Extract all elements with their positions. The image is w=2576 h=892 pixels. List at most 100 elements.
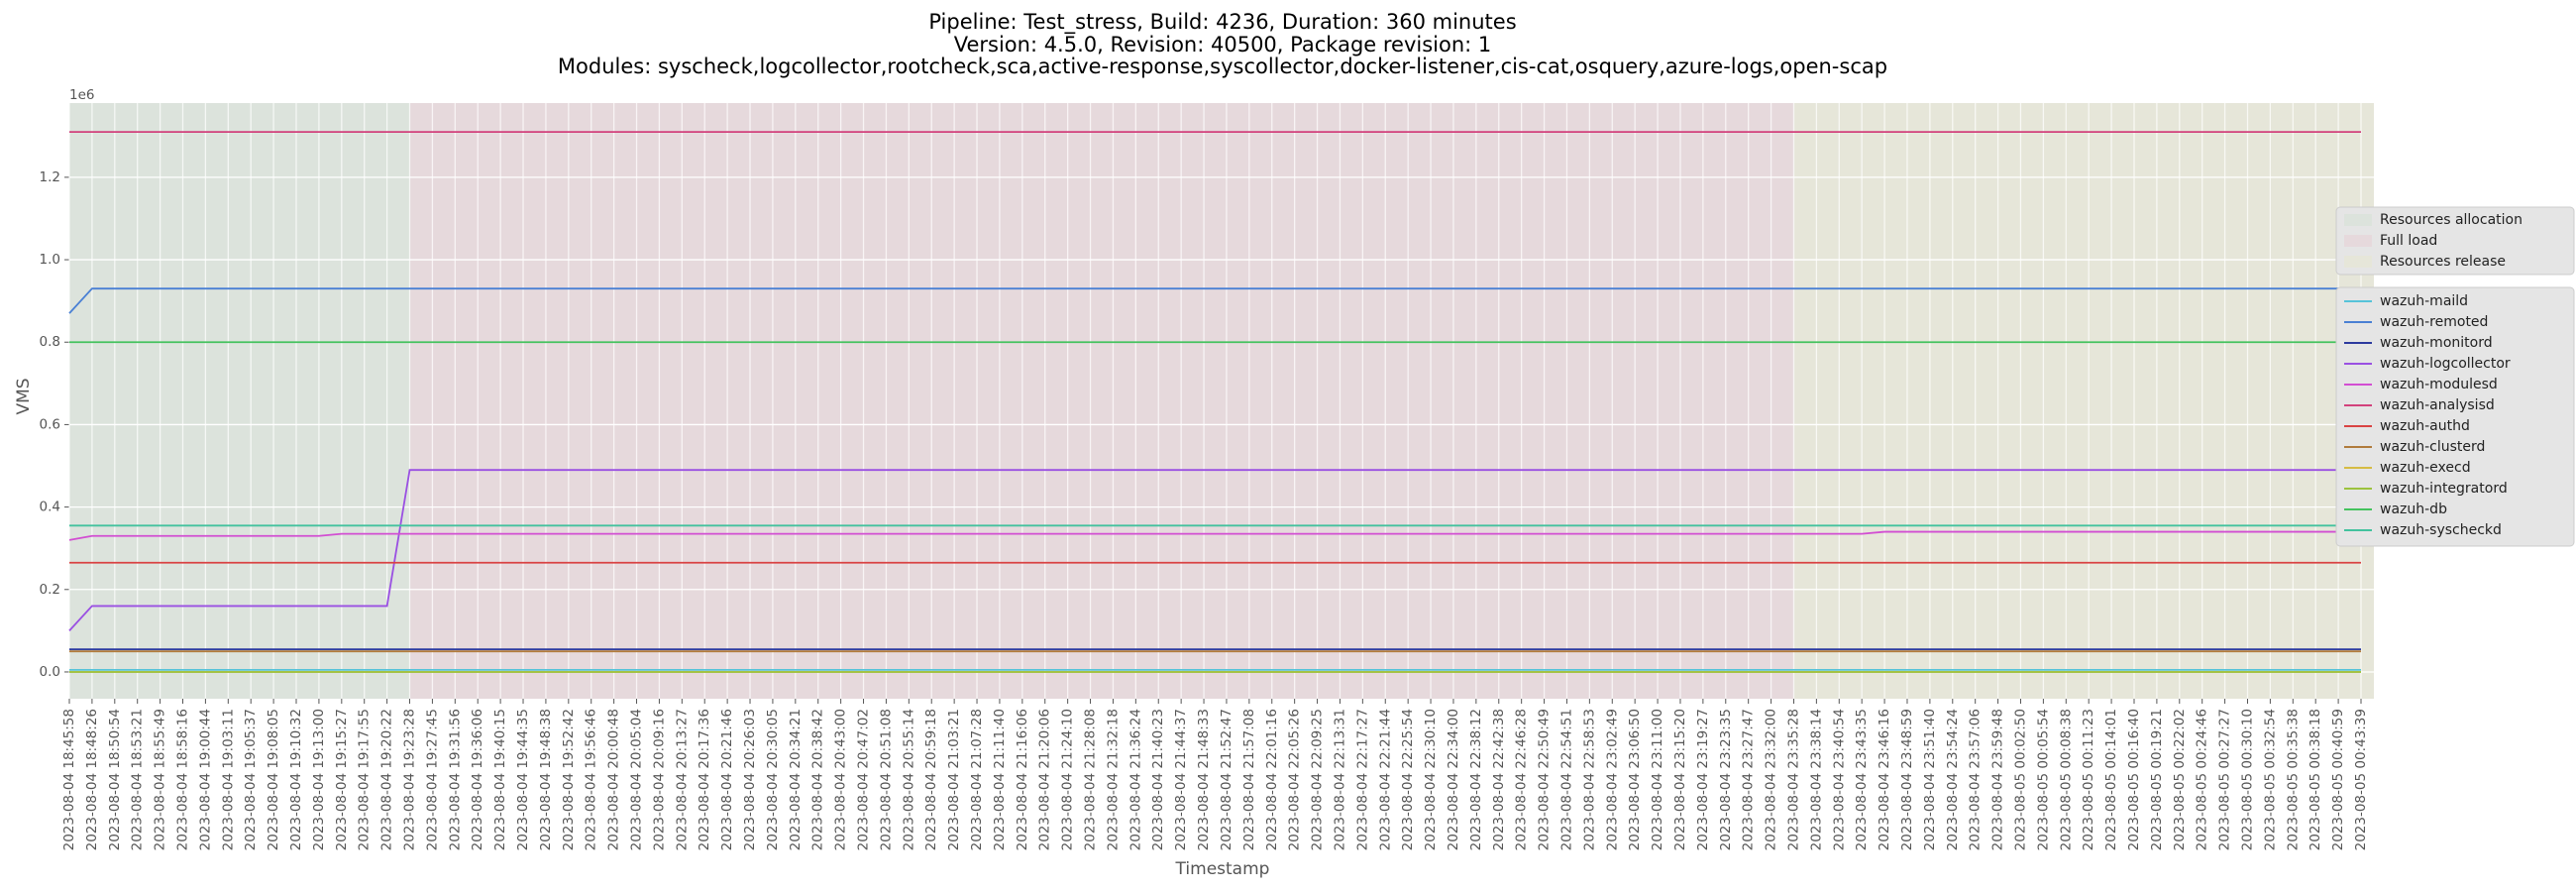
x-tick-label: 2023-08-04 23:57:06 bbox=[1968, 709, 1984, 850]
legend-box bbox=[2335, 206, 2575, 276]
x-tick-label: 2023-08-04 22:17:27 bbox=[1354, 709, 1370, 850]
x-tick-label: 2023-08-04 19:52:42 bbox=[561, 709, 577, 850]
x-tick-label: 2023-08-04 21:07:28 bbox=[969, 709, 985, 850]
legend-label: wazuh-monitord bbox=[2380, 335, 2493, 351]
legend-label: wazuh-logcollector bbox=[2380, 356, 2511, 372]
x-tick-label: 2023-08-04 20:00:48 bbox=[606, 709, 622, 850]
x-tick-label: 2023-08-04 22:42:38 bbox=[1491, 709, 1507, 850]
x-tick-label: 2023-08-04 19:13:00 bbox=[311, 709, 327, 850]
legend-label: wazuh-clusterd bbox=[2380, 439, 2485, 455]
y-tick-label: 0.8 bbox=[40, 334, 60, 350]
x-tick-label: 2023-08-04 18:48:26 bbox=[84, 709, 100, 850]
legend-label: wazuh-remoted bbox=[2380, 314, 2488, 330]
x-tick-label: 2023-08-04 22:58:53 bbox=[1581, 709, 1597, 850]
x-tick-label: 2023-08-05 00:35:38 bbox=[2285, 709, 2301, 850]
x-tick-label: 2023-08-04 19:17:55 bbox=[357, 709, 373, 850]
series-line bbox=[68, 530, 2361, 541]
legend-label: Resources allocation bbox=[2380, 212, 2522, 228]
x-tick-label: 2023-08-04 19:40:15 bbox=[492, 709, 508, 850]
x-tick-label: 2023-08-04 21:48:33 bbox=[1196, 709, 1212, 850]
x-tick-label: 2023-08-04 22:50:49 bbox=[1537, 709, 1553, 850]
legend-label: Resources release bbox=[2380, 254, 2506, 270]
x-tick-label: 2023-08-04 20:59:18 bbox=[923, 709, 939, 850]
x-tick-label: 2023-08-04 22:38:12 bbox=[1468, 709, 1484, 850]
x-tick-label: 2023-08-04 20:38:42 bbox=[810, 709, 826, 850]
x-tick-label: 2023-08-04 22:34:00 bbox=[1446, 709, 1461, 850]
phase-span bbox=[1793, 103, 2374, 699]
x-tick-label: 2023-08-04 23:48:59 bbox=[1899, 709, 1915, 850]
x-tick-label: 2023-08-04 23:27:47 bbox=[1741, 709, 1757, 850]
x-tick-label: 2023-08-04 23:54:24 bbox=[1945, 709, 1961, 850]
x-tick-label: 2023-08-04 20:26:03 bbox=[742, 709, 758, 850]
x-tick-label: 2023-08-05 00:32:54 bbox=[2262, 709, 2278, 850]
x-tick-label: 2023-08-04 22:05:26 bbox=[1287, 709, 1303, 850]
legend-box bbox=[2335, 286, 2575, 547]
x-tick-label: 2023-08-04 22:21:44 bbox=[1377, 709, 1393, 850]
x-tick-label: 2023-08-04 23:40:54 bbox=[1831, 709, 1847, 850]
x-tick-label: 2023-08-04 21:03:21 bbox=[946, 709, 962, 850]
y-tick-label: 0.4 bbox=[40, 500, 60, 515]
phase-span bbox=[409, 103, 1794, 699]
legend-label: Full load bbox=[2380, 233, 2437, 249]
x-tick-label: 2023-08-05 00:40:59 bbox=[2330, 709, 2346, 850]
x-tick-label: 2023-08-04 23:32:00 bbox=[1764, 709, 1779, 850]
x-tick-label: 2023-08-04 19:44:35 bbox=[515, 709, 531, 850]
x-tick-label: 2023-08-04 21:52:47 bbox=[1219, 709, 1234, 850]
x-tick-label: 2023-08-05 00:27:27 bbox=[2217, 709, 2233, 850]
x-tick-label: 2023-08-04 18:45:58 bbox=[61, 709, 77, 850]
chart-title: Version: 4.5.0, Revision: 40500, Package… bbox=[954, 33, 1492, 56]
x-tick-label: 2023-08-04 21:57:08 bbox=[1241, 709, 1257, 850]
y-tick-label: 1.0 bbox=[40, 252, 60, 268]
x-tick-label: 2023-08-05 00:24:46 bbox=[2195, 709, 2210, 850]
x-tick-label: 2023-08-04 23:46:16 bbox=[1877, 709, 1892, 850]
x-tick-label: 2023-08-04 23:43:35 bbox=[1854, 709, 1870, 850]
x-tick-label: 2023-08-04 19:05:37 bbox=[243, 709, 259, 850]
x-tick-label: 2023-08-04 19:48:38 bbox=[538, 709, 554, 850]
legend-label: wazuh-execd bbox=[2380, 460, 2471, 476]
y-tick-label: 0.6 bbox=[40, 416, 60, 432]
x-tick-label: 2023-08-05 00:22:02 bbox=[2172, 709, 2188, 850]
y-axis-label: VMS bbox=[14, 378, 34, 414]
y-offset-label: 1e6 bbox=[69, 87, 94, 103]
x-tick-label: 2023-08-04 20:51:08 bbox=[878, 709, 894, 850]
x-tick-label: 2023-08-04 21:36:24 bbox=[1127, 709, 1143, 850]
x-tick-label: 2023-08-04 19:20:22 bbox=[379, 709, 395, 850]
x-tick-label: 2023-08-05 00:38:18 bbox=[2308, 709, 2323, 850]
x-tick-label: 2023-08-05 00:43:39 bbox=[2353, 709, 2369, 850]
x-tick-label: 2023-08-04 21:20:06 bbox=[1037, 709, 1053, 850]
x-tick-label: 2023-08-04 22:30:10 bbox=[1423, 709, 1439, 850]
x-tick-label: 2023-08-05 00:19:21 bbox=[2149, 709, 2165, 850]
x-tick-label: 2023-08-04 20:43:00 bbox=[833, 709, 849, 850]
x-tick-label: 2023-08-04 18:58:16 bbox=[175, 709, 191, 850]
x-tick-label: 2023-08-04 20:17:36 bbox=[697, 709, 712, 850]
x-tick-label: 2023-08-04 19:23:28 bbox=[402, 709, 418, 850]
x-tick-label: 2023-08-04 20:47:02 bbox=[856, 709, 872, 850]
x-tick-label: 2023-08-04 19:08:05 bbox=[266, 709, 281, 850]
y-tick-label: 1.2 bbox=[40, 169, 60, 185]
x-tick-label: 2023-08-05 00:14:01 bbox=[2103, 709, 2119, 850]
x-tick-label: 2023-08-04 19:15:27 bbox=[334, 709, 350, 850]
x-tick-label: 2023-08-04 18:50:54 bbox=[107, 709, 123, 850]
legend-label: wazuh-integratord bbox=[2380, 481, 2508, 497]
x-tick-label: 2023-08-05 00:02:50 bbox=[2012, 709, 2028, 850]
x-tick-label: 2023-08-04 23:23:35 bbox=[1718, 709, 1734, 850]
x-tick-label: 2023-08-05 00:16:40 bbox=[2126, 709, 2142, 850]
x-tick-label: 2023-08-04 23:02:49 bbox=[1604, 709, 1620, 850]
legend-label: wazuh-syscheckd bbox=[2380, 522, 2502, 538]
x-tick-label: 2023-08-04 23:19:27 bbox=[1695, 709, 1711, 850]
x-tick-label: 2023-08-04 21:40:23 bbox=[1150, 709, 1166, 850]
x-tick-label: 2023-08-04 23:38:14 bbox=[1808, 709, 1824, 850]
x-tick-label: 2023-08-04 18:55:49 bbox=[153, 709, 168, 850]
x-tick-label: 2023-08-04 19:27:45 bbox=[424, 709, 440, 850]
legend-label: wazuh-authd bbox=[2380, 418, 2470, 434]
x-tick-label: 2023-08-04 23:35:28 bbox=[1785, 709, 1801, 850]
x-tick-label: 2023-08-04 20:05:04 bbox=[629, 709, 645, 850]
x-tick-label: 2023-08-04 23:11:00 bbox=[1650, 709, 1665, 850]
x-tick-label: 2023-08-04 22:46:28 bbox=[1514, 709, 1530, 850]
x-tick-label: 2023-08-04 19:10:32 bbox=[288, 709, 304, 850]
legend-label: wazuh-db bbox=[2380, 502, 2447, 517]
x-tick-label: 2023-08-04 21:11:40 bbox=[992, 709, 1008, 850]
x-axis-label: Timestamp bbox=[1175, 859, 1270, 879]
legend-swatch bbox=[2344, 235, 2372, 247]
x-tick-label: 2023-08-04 20:55:14 bbox=[901, 709, 916, 850]
